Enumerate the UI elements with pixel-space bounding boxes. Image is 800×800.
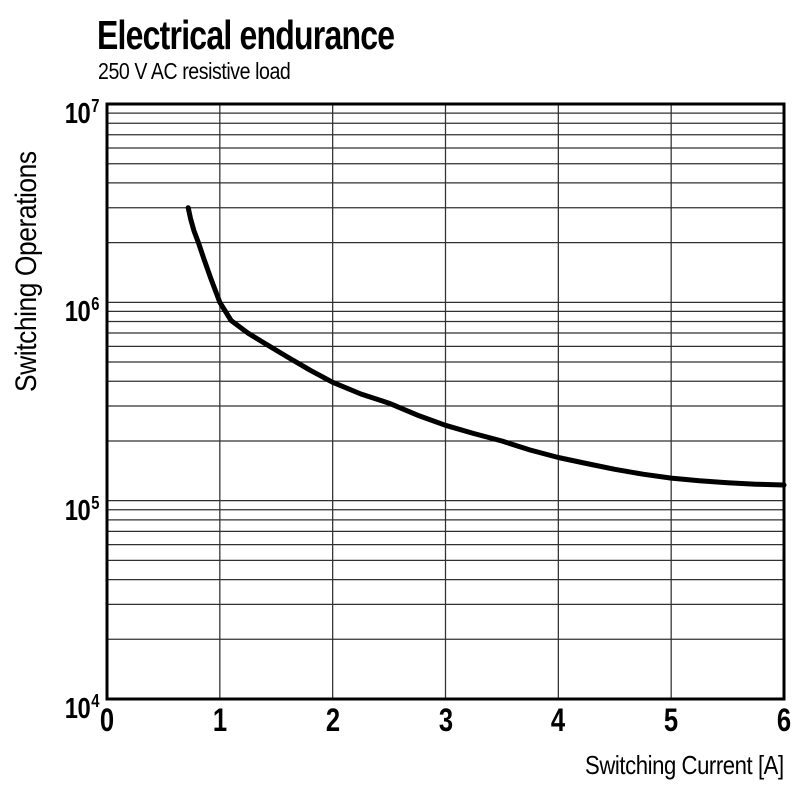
y-tick-label: 106 [64,294,100,329]
x-tick-label: 1 [212,702,227,738]
chart-title: Electrical endurance [97,12,395,58]
chart-subtitle: 250 V AC resistive load [98,58,291,84]
x-tick-label: 3 [438,702,453,738]
y-tick-label: 104 [64,691,100,725]
plot-frame [105,102,786,701]
x-tick-label: 6 [776,702,792,738]
vertical-gridlines [219,104,672,699]
x-tick-label: 0 [99,702,115,738]
endurance-curve [185,205,787,488]
y-tick-label: 107 [64,96,100,130]
x-tick-label: 2 [325,702,340,738]
x-axis-label: Switching Current [A] [585,750,784,780]
x-tick-label: 5 [664,702,679,738]
x-tick-label: 4 [551,702,566,738]
y-tick-label: 105 [64,492,100,527]
